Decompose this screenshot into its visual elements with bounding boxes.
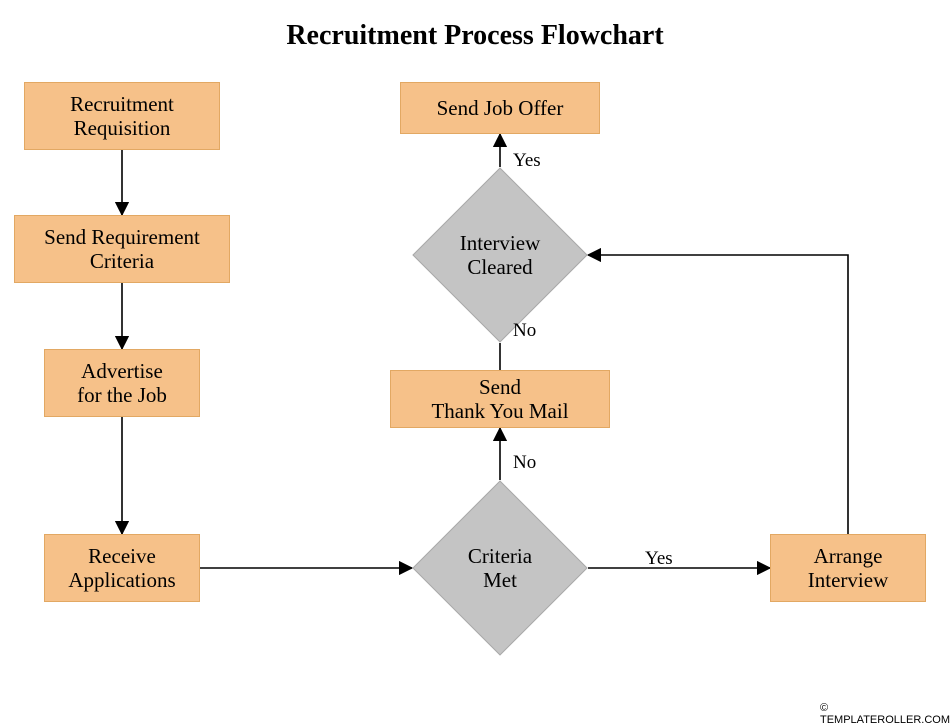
node-criteria-met: CriteriaMet xyxy=(438,506,562,630)
edge-label-e9: Yes xyxy=(513,150,541,172)
node-advertise-job: Advertisefor the Job xyxy=(44,349,200,417)
node-send-thank-you: SendThank You Mail xyxy=(390,370,610,428)
node-receive-applications: ReceiveApplications xyxy=(44,534,200,602)
node-send-job-offer: Send Job Offer xyxy=(400,82,600,134)
edge-label-e6: No xyxy=(513,452,536,474)
node-arrange-interview: ArrangeInterview xyxy=(770,534,926,602)
node-recruitment-requisition: RecruitmentRequisition xyxy=(24,82,220,150)
node-send-requirement-criteria: Send RequirementCriteria xyxy=(14,215,230,283)
edge-e7 xyxy=(588,255,848,534)
flowchart-canvas: Recruitment Process Flowchart Recruitmen… xyxy=(0,0,950,719)
edge-label-e8: No xyxy=(513,320,536,342)
chart-title: Recruitment Process Flowchart xyxy=(0,20,950,52)
node-interview-cleared: InterviewCleared xyxy=(438,193,562,317)
edge-label-e5: Yes xyxy=(645,548,673,570)
footer-copyright: © TEMPLATEROLLER.COM xyxy=(820,702,950,726)
